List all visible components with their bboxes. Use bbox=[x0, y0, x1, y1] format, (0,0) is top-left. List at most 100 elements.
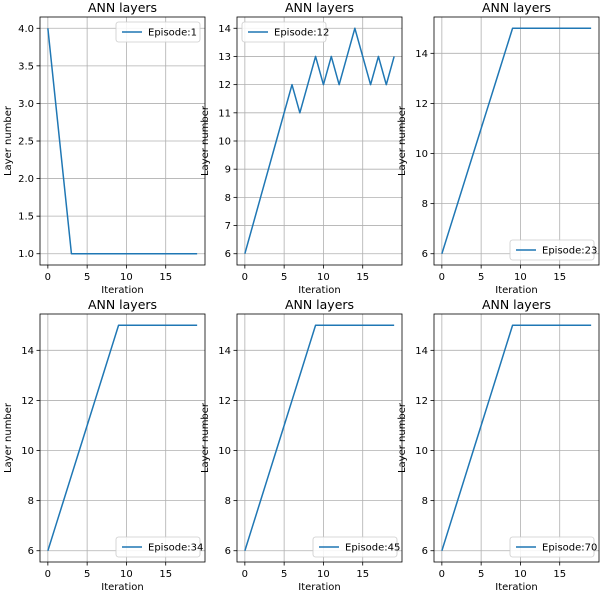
x-tick-label: 10 bbox=[514, 272, 527, 283]
series-line-Episode:23 bbox=[441, 27, 592, 254]
y-axis-label: Layer number bbox=[200, 402, 211, 473]
subplot-6: 0 5 10 15 6 8 10 12 14 ANN layers Iteration Layer n… bbox=[397, 297, 600, 593]
axes-frame bbox=[433, 16, 600, 266]
legend-box bbox=[115, 21, 201, 43]
y-tick-label: 4.0 bbox=[18, 24, 34, 35]
y-tick-label: 10 bbox=[415, 149, 428, 160]
y-axis-label: Layer number bbox=[200, 105, 211, 176]
subplot-1: 0 5 10 15 1.0 1.5 2.0 2.5 3.0 3.5 4.0 ANN layers Ite… bbox=[3, 0, 206, 296]
y-tick-label: 8 bbox=[422, 496, 428, 507]
chart-title: ANN layers bbox=[88, 297, 157, 312]
legend-box bbox=[509, 536, 595, 558]
legend-label: Episode:12 bbox=[274, 28, 329, 39]
y-axis-label: Layer number bbox=[397, 402, 408, 473]
y-tick-label: 12 bbox=[218, 80, 231, 91]
subplot-2: 0 5 10 15 6 7 8 9 10 11 12 13 14 ANN layers Iteration L… bbox=[200, 0, 403, 296]
x-axis-label: Iteration bbox=[101, 285, 143, 296]
x-tick-label: 15 bbox=[159, 272, 172, 283]
chart-title: ANN layers bbox=[285, 0, 354, 15]
x-axis-label: Iteration bbox=[101, 582, 143, 593]
y-tick-label: 8 bbox=[225, 193, 231, 204]
x-tick-label: 0 bbox=[45, 272, 51, 283]
x-tick-label: 5 bbox=[281, 272, 287, 283]
x-axis-label: Iteration bbox=[298, 582, 340, 593]
x-tick-label: 10 bbox=[120, 569, 133, 580]
legend-label: Episode:70 bbox=[542, 543, 597, 554]
series-line-Episode:34 bbox=[47, 324, 198, 551]
y-tick-label: 10 bbox=[218, 137, 231, 148]
y-tick-label: 9 bbox=[225, 165, 231, 176]
x-tick-label: 10 bbox=[317, 569, 330, 580]
y-tick-label: 11 bbox=[218, 108, 231, 119]
y-tick-label: 6 bbox=[28, 546, 34, 557]
x-tick-label: 5 bbox=[478, 272, 484, 283]
x-tick-label: 15 bbox=[356, 569, 369, 580]
x-tick-label: 15 bbox=[553, 272, 566, 283]
x-tick-label: 0 bbox=[242, 569, 248, 580]
x-tick-label: 5 bbox=[478, 569, 484, 580]
y-tick-label: 14 bbox=[218, 346, 231, 357]
legend-label: Episode:34 bbox=[148, 543, 203, 554]
legend: Episode:1 bbox=[115, 21, 201, 43]
legend: Episode:45 bbox=[312, 536, 400, 558]
y-tick-label: 14 bbox=[218, 24, 231, 35]
chart-title: ANN layers bbox=[88, 0, 157, 15]
y-tick-label: 14 bbox=[21, 346, 34, 357]
y-tick-label: 7 bbox=[225, 221, 231, 232]
y-tick-label: 2.0 bbox=[18, 174, 34, 185]
x-tick-label: 10 bbox=[317, 272, 330, 283]
axes-frame bbox=[39, 313, 206, 563]
legend-box bbox=[115, 536, 201, 558]
legend: Episode:70 bbox=[509, 536, 597, 558]
legend-label: Episode:1 bbox=[148, 28, 197, 39]
y-tick-label: 12 bbox=[415, 396, 428, 407]
axes-frame bbox=[433, 313, 600, 563]
legend-label: Episode:23 bbox=[542, 246, 597, 257]
x-tick-label: 5 bbox=[84, 272, 90, 283]
x-tick-label: 0 bbox=[439, 569, 445, 580]
axes-frame bbox=[236, 313, 403, 563]
y-tick-label: 8 bbox=[28, 496, 34, 507]
series-line-Episode:70 bbox=[441, 324, 592, 551]
legend-label: Episode:45 bbox=[345, 543, 400, 554]
y-tick-label: 14 bbox=[415, 49, 428, 60]
y-tick-label: 12 bbox=[415, 99, 428, 110]
x-tick-label: 15 bbox=[553, 569, 566, 580]
y-tick-label: 12 bbox=[218, 396, 231, 407]
x-tick-label: 10 bbox=[514, 569, 527, 580]
y-tick-label: 1.0 bbox=[18, 249, 34, 260]
y-tick-label: 10 bbox=[21, 446, 34, 457]
y-tick-label: 6 bbox=[225, 249, 231, 260]
y-tick-label: 13 bbox=[218, 52, 231, 63]
y-axis-label: Layer number bbox=[397, 105, 408, 176]
x-axis-label: Iteration bbox=[495, 285, 537, 296]
legend-box bbox=[241, 21, 327, 43]
series-line-Episode:1 bbox=[47, 28, 198, 255]
x-tick-label: 5 bbox=[84, 569, 90, 580]
y-tick-label: 12 bbox=[21, 396, 34, 407]
series-line-Episode:45 bbox=[244, 324, 395, 551]
x-axis-label: Iteration bbox=[495, 582, 537, 593]
legend: Episode:12 bbox=[241, 21, 329, 43]
series-line-Episode:12 bbox=[244, 27, 395, 254]
y-tick-label: 6 bbox=[225, 546, 231, 557]
y-tick-label: 10 bbox=[415, 446, 428, 457]
legend-box bbox=[312, 536, 398, 558]
legend-box bbox=[509, 239, 595, 261]
y-tick-label: 14 bbox=[415, 346, 428, 357]
x-tick-label: 10 bbox=[120, 272, 133, 283]
subplot-5: 0 5 10 15 6 8 10 12 14 ANN layers Iteration Layer n… bbox=[200, 297, 403, 593]
y-tick-label: 8 bbox=[225, 496, 231, 507]
chart-title: ANN layers bbox=[285, 297, 354, 312]
x-tick-label: 0 bbox=[45, 569, 51, 580]
y-tick-label: 6 bbox=[422, 546, 428, 557]
y-tick-label: 6 bbox=[422, 249, 428, 260]
subplot-4: 0 5 10 15 6 8 10 12 14 ANN layers Iteration Layer n… bbox=[3, 297, 206, 593]
x-tick-label: 15 bbox=[159, 569, 172, 580]
x-tick-label: 0 bbox=[242, 272, 248, 283]
chart-title: ANN layers bbox=[482, 0, 551, 15]
legend: Episode:34 bbox=[115, 536, 203, 558]
x-axis-label: Iteration bbox=[298, 285, 340, 296]
y-tick-label: 10 bbox=[218, 446, 231, 457]
